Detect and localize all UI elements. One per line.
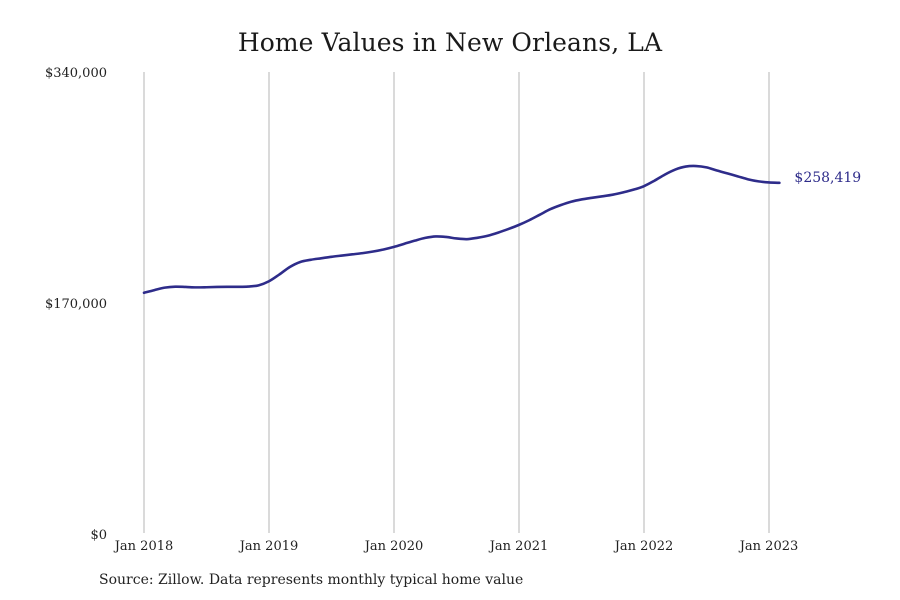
- y-tick-label: $170,000: [45, 297, 107, 312]
- source-note: Source: Zillow. Data represents monthly …: [99, 572, 524, 588]
- x-tick-label: Jan 2018: [113, 539, 174, 554]
- x-tick-label: Jan 2023: [738, 539, 799, 554]
- x-tick-label: Jan 2020: [363, 539, 424, 554]
- series-line: [142, 164, 781, 295]
- end-value-label: $258,419: [794, 170, 861, 186]
- x-tick-label: Jan 2021: [488, 539, 549, 554]
- gridlines: [143, 72, 770, 533]
- y-tick-label: $0: [90, 528, 107, 543]
- x-tick-label: Jan 2022: [613, 539, 674, 554]
- axis-labels: Jan 2018 Jan 2019 Jan 2020 Jan 2021 Jan 2022…: [45, 66, 798, 554]
- y-tick-label: $340,000: [45, 66, 107, 81]
- chart-title: Home Values in New Orleans, LA: [237, 28, 663, 57]
- series-layer: $258,419: [142, 164, 861, 295]
- x-tick-label: Jan 2019: [238, 539, 299, 554]
